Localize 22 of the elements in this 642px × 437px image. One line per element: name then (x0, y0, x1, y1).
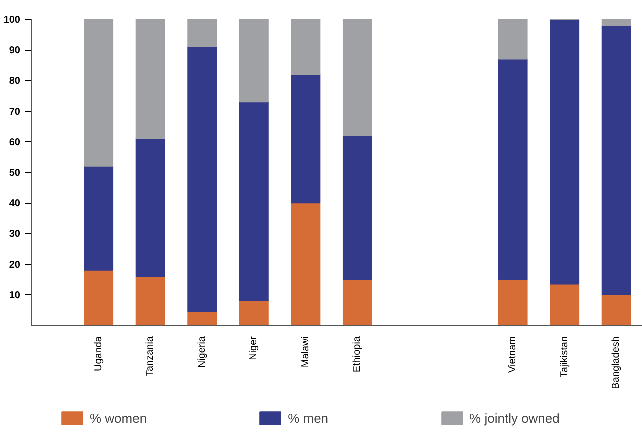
y-tick-label: 30 (9, 229, 21, 240)
x-tick-label: Tanzania (145, 336, 156, 377)
x-tick-label: Ethiopia (352, 336, 364, 373)
legend-label: % men (288, 410, 329, 426)
y-tick-label: 100 (4, 15, 21, 26)
y-tick-label: 90 (9, 46, 21, 57)
y-tick-label: 20 (9, 260, 21, 271)
y-tick-label: 10 (9, 290, 21, 302)
x-tick-label: Vietnam (508, 336, 519, 374)
x-tick-label: Niger (248, 336, 260, 360)
x-tick-label: Tajikistan (559, 336, 570, 378)
x-tick-label: Bangladesh (611, 336, 622, 390)
x-tick-label: Malawi (300, 336, 312, 368)
y-tick-label: 70 (9, 106, 21, 118)
x-tick-label: Uganda (93, 336, 104, 372)
x-tick-label: Nigeria (196, 336, 208, 368)
legend-label: % women (90, 410, 148, 426)
y-tick-label: 80 (9, 76, 21, 88)
legend-label: % jointly owned (470, 410, 560, 426)
y-tick-label: 60 (9, 137, 21, 148)
y-tick-label: 50 (9, 168, 21, 179)
y-tick-label: 40 (9, 198, 21, 210)
